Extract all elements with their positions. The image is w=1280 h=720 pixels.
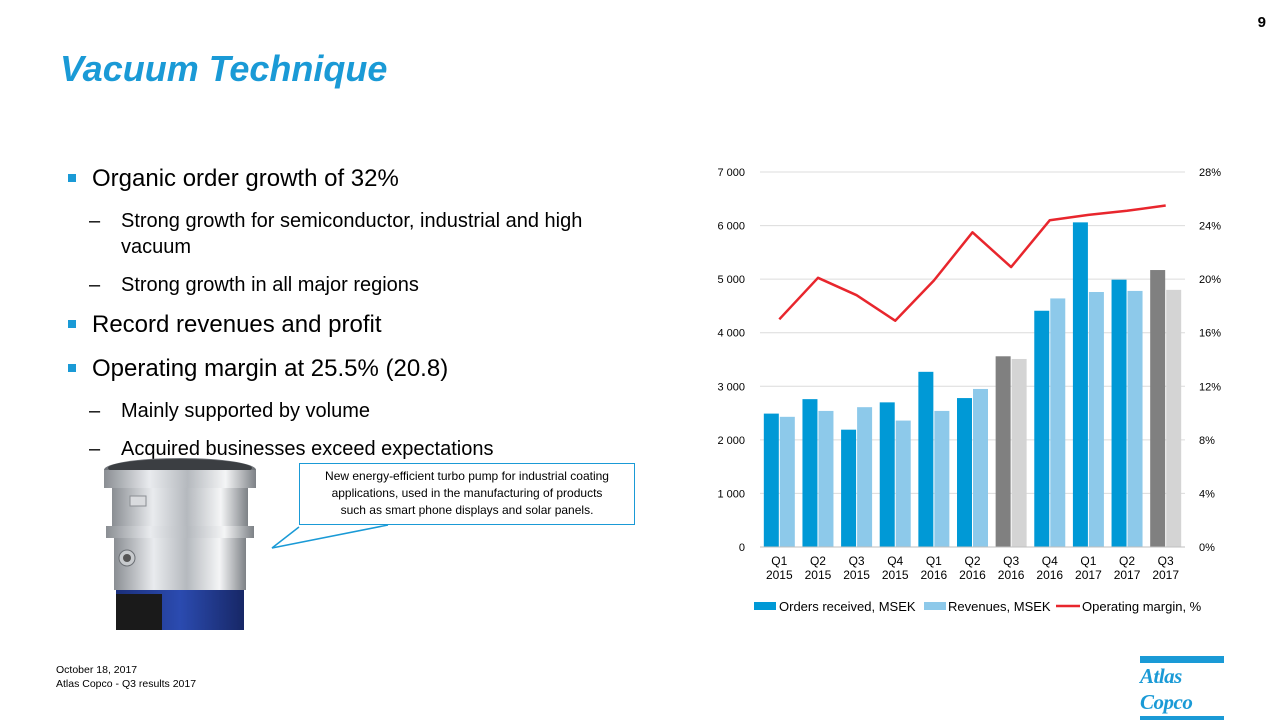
x-tick-label-quarter: Q4 — [887, 554, 903, 568]
y-right-tick-label: 28% — [1199, 167, 1221, 179]
bullet-record-revenues: Record revenues and profit — [64, 310, 644, 340]
orders-bar — [1150, 270, 1166, 547]
y-left-tick-label: 5 000 — [717, 274, 745, 286]
revenues-bar — [1127, 290, 1143, 547]
legend-revenues-label: Revenues, MSEK — [948, 599, 1051, 614]
x-tick-label-quarter: Q4 — [1042, 554, 1058, 568]
revenues-bar — [973, 388, 988, 547]
revenues-bar — [1088, 292, 1104, 547]
orders-bar — [841, 429, 857, 547]
sub-bullet-semiconductor: Strong growth for semiconductor, industr… — [64, 208, 644, 260]
legend-margin-label: Operating margin, % — [1082, 599, 1202, 614]
revenues-bar — [857, 407, 873, 547]
x-tick-label-quarter: Q2 — [1119, 554, 1135, 568]
revenues-bar — [1011, 358, 1027, 547]
x-tick-label-quarter: Q3 — [1003, 554, 1019, 568]
x-tick-label-year: 2015 — [766, 568, 793, 582]
pump-callout: New energy-efficient turbo pump for indu… — [299, 463, 635, 525]
x-tick-label-quarter: Q1 — [926, 554, 942, 568]
x-tick-label-quarter: Q3 — [1158, 554, 1174, 568]
orders-bar — [1034, 310, 1050, 547]
y-right-tick-label: 24% — [1199, 221, 1221, 233]
orders-bar — [879, 402, 895, 547]
turbo-pump-image — [104, 458, 256, 630]
y-right-tick-label: 16% — [1199, 328, 1221, 340]
bullet-list: Organic order growth of 32% Strong growt… — [64, 164, 644, 474]
sub-bullet-acquired: Acquired businesses exceed expectations — [64, 436, 644, 462]
revenues-bar — [1050, 298, 1066, 547]
revenues-bar — [934, 410, 950, 547]
page-number: 9 — [1257, 14, 1266, 31]
y-left-tick-label: 6 000 — [717, 221, 745, 233]
revenues-bar — [1166, 289, 1182, 547]
callout-line-2: applications, used in the manufacturing … — [331, 486, 603, 500]
orders-bar — [802, 399, 818, 547]
footer-date: October 18, 2017 — [56, 664, 138, 676]
orders-revenues-margin-chart: 0 1 000 2 000 3 000 4 000 5 000 6 000 7 000 0% 4%… — [717, 167, 1221, 614]
x-tick-label-year: 2016 — [1036, 568, 1063, 582]
callout-line-3: such as smart phone displays and solar p… — [340, 503, 594, 517]
bullet-order-growth: Organic order growth of 32% — [64, 164, 644, 194]
legend-orders-swatch — [754, 602, 776, 610]
y-left-tick-label: 2 000 — [717, 435, 745, 447]
x-tick-label-year: 2016 — [998, 568, 1025, 582]
x-tick-label-year: 2016 — [921, 568, 948, 582]
x-tick-label-quarter: Q1 — [1080, 554, 1096, 568]
revenues-bar — [818, 410, 834, 547]
y-left-tick-label: 7 000 — [717, 167, 745, 179]
callout-line-1: New energy-efficient turbo pump for indu… — [325, 469, 609, 483]
operating-margin-line — [778, 204, 1166, 322]
atlas-copco-logo: Atlas Copco — [1140, 656, 1224, 720]
x-tick-label-year: 2016 — [959, 568, 986, 582]
legend-orders-label: Orders received, MSEK — [779, 599, 916, 614]
orders-bar — [1072, 222, 1088, 547]
x-tick-label-year: 2015 — [805, 568, 832, 582]
x-tick-label-year: 2017 — [1114, 568, 1141, 582]
x-tick-label-quarter: Q3 — [849, 554, 865, 568]
x-tick-label-year: 2017 — [1152, 568, 1179, 582]
x-tick-label-year: 2017 — [1075, 568, 1102, 582]
revenues-bar — [895, 420, 911, 547]
orders-bar — [918, 371, 934, 547]
y-right-tick-label: 0% — [1199, 542, 1215, 554]
orders-bar — [763, 413, 779, 547]
y-right-tick-label: 12% — [1199, 381, 1221, 393]
revenues-bar — [779, 416, 795, 547]
orders-bar — [1111, 279, 1127, 547]
y-right-tick-label: 8% — [1199, 435, 1215, 447]
legend-revenues-swatch — [924, 602, 946, 610]
y-right-tick-label: 4% — [1199, 488, 1215, 500]
y-left-tick-label: 3 000 — [717, 381, 745, 393]
x-tick-label-quarter: Q2 — [810, 554, 826, 568]
orders-bar — [957, 398, 972, 547]
footer-source: Atlas Copco - Q3 results 2017 — [56, 678, 197, 690]
y-left-tick-label: 1 000 — [717, 488, 745, 500]
x-tick-label-year: 2015 — [843, 568, 870, 582]
x-tick-label-year: 2015 — [882, 568, 909, 582]
sub-bullet-regions: Strong growth in all major regions — [64, 272, 644, 298]
y-left-tick-label: 4 000 — [717, 328, 745, 340]
bullet-operating-margin: Operating margin at 25.5% (20.8) — [64, 354, 644, 384]
x-tick-label-quarter: Q2 — [964, 554, 980, 568]
y-right-tick-label: 20% — [1199, 274, 1221, 286]
logo-text: Atlas Copco — [1140, 664, 1193, 714]
y-left-tick-label: 0 — [739, 542, 745, 554]
slide-title: Vacuum Technique — [60, 48, 388, 89]
orders-bar — [995, 356, 1011, 547]
sub-bullet-volume: Mainly supported by volume — [64, 398, 644, 424]
x-tick-label-quarter: Q1 — [771, 554, 787, 568]
